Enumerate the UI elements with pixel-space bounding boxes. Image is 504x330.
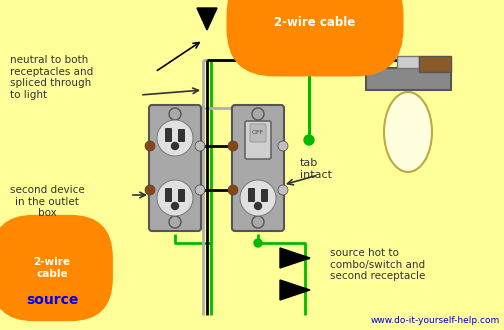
Circle shape: [169, 108, 181, 120]
FancyBboxPatch shape: [418, 56, 451, 72]
Circle shape: [255, 203, 262, 210]
Circle shape: [195, 141, 205, 151]
Circle shape: [145, 141, 155, 151]
Text: source: source: [26, 293, 78, 307]
Polygon shape: [197, 8, 217, 30]
Circle shape: [278, 141, 288, 151]
Text: 2-wire
cable: 2-wire cable: [33, 257, 71, 279]
Polygon shape: [280, 248, 310, 268]
FancyBboxPatch shape: [178, 189, 185, 202]
Circle shape: [228, 185, 238, 195]
Circle shape: [169, 216, 181, 228]
FancyBboxPatch shape: [397, 56, 419, 68]
Circle shape: [171, 203, 178, 210]
FancyBboxPatch shape: [250, 124, 266, 142]
FancyBboxPatch shape: [178, 129, 185, 142]
Circle shape: [157, 180, 193, 216]
Circle shape: [145, 185, 155, 195]
Text: neutral to both
receptacles and
spliced through
to light: neutral to both receptacles and spliced …: [10, 55, 93, 100]
FancyBboxPatch shape: [261, 189, 268, 202]
Circle shape: [252, 216, 264, 228]
Text: tab
intact: tab intact: [300, 158, 332, 180]
Circle shape: [278, 185, 288, 195]
FancyBboxPatch shape: [365, 68, 451, 90]
Circle shape: [254, 239, 262, 247]
Circle shape: [240, 180, 276, 216]
Circle shape: [252, 108, 264, 120]
FancyBboxPatch shape: [149, 105, 201, 231]
Circle shape: [304, 135, 314, 145]
Text: second device
in the outlet
box: second device in the outlet box: [10, 185, 85, 218]
Text: 2-wire cable: 2-wire cable: [274, 16, 356, 28]
Text: OFF: OFF: [252, 130, 264, 136]
FancyBboxPatch shape: [245, 121, 271, 159]
Ellipse shape: [384, 92, 432, 172]
FancyBboxPatch shape: [165, 128, 172, 142]
FancyBboxPatch shape: [232, 105, 284, 231]
Circle shape: [157, 120, 193, 156]
FancyBboxPatch shape: [165, 188, 172, 202]
Circle shape: [171, 143, 178, 149]
Polygon shape: [280, 280, 310, 300]
FancyBboxPatch shape: [248, 188, 255, 202]
Text: source hot to
combo/switch and
second receptacle: source hot to combo/switch and second re…: [330, 248, 425, 281]
Circle shape: [228, 141, 238, 151]
Text: www.do-it-yourself-help.com: www.do-it-yourself-help.com: [371, 316, 500, 325]
Circle shape: [195, 185, 205, 195]
